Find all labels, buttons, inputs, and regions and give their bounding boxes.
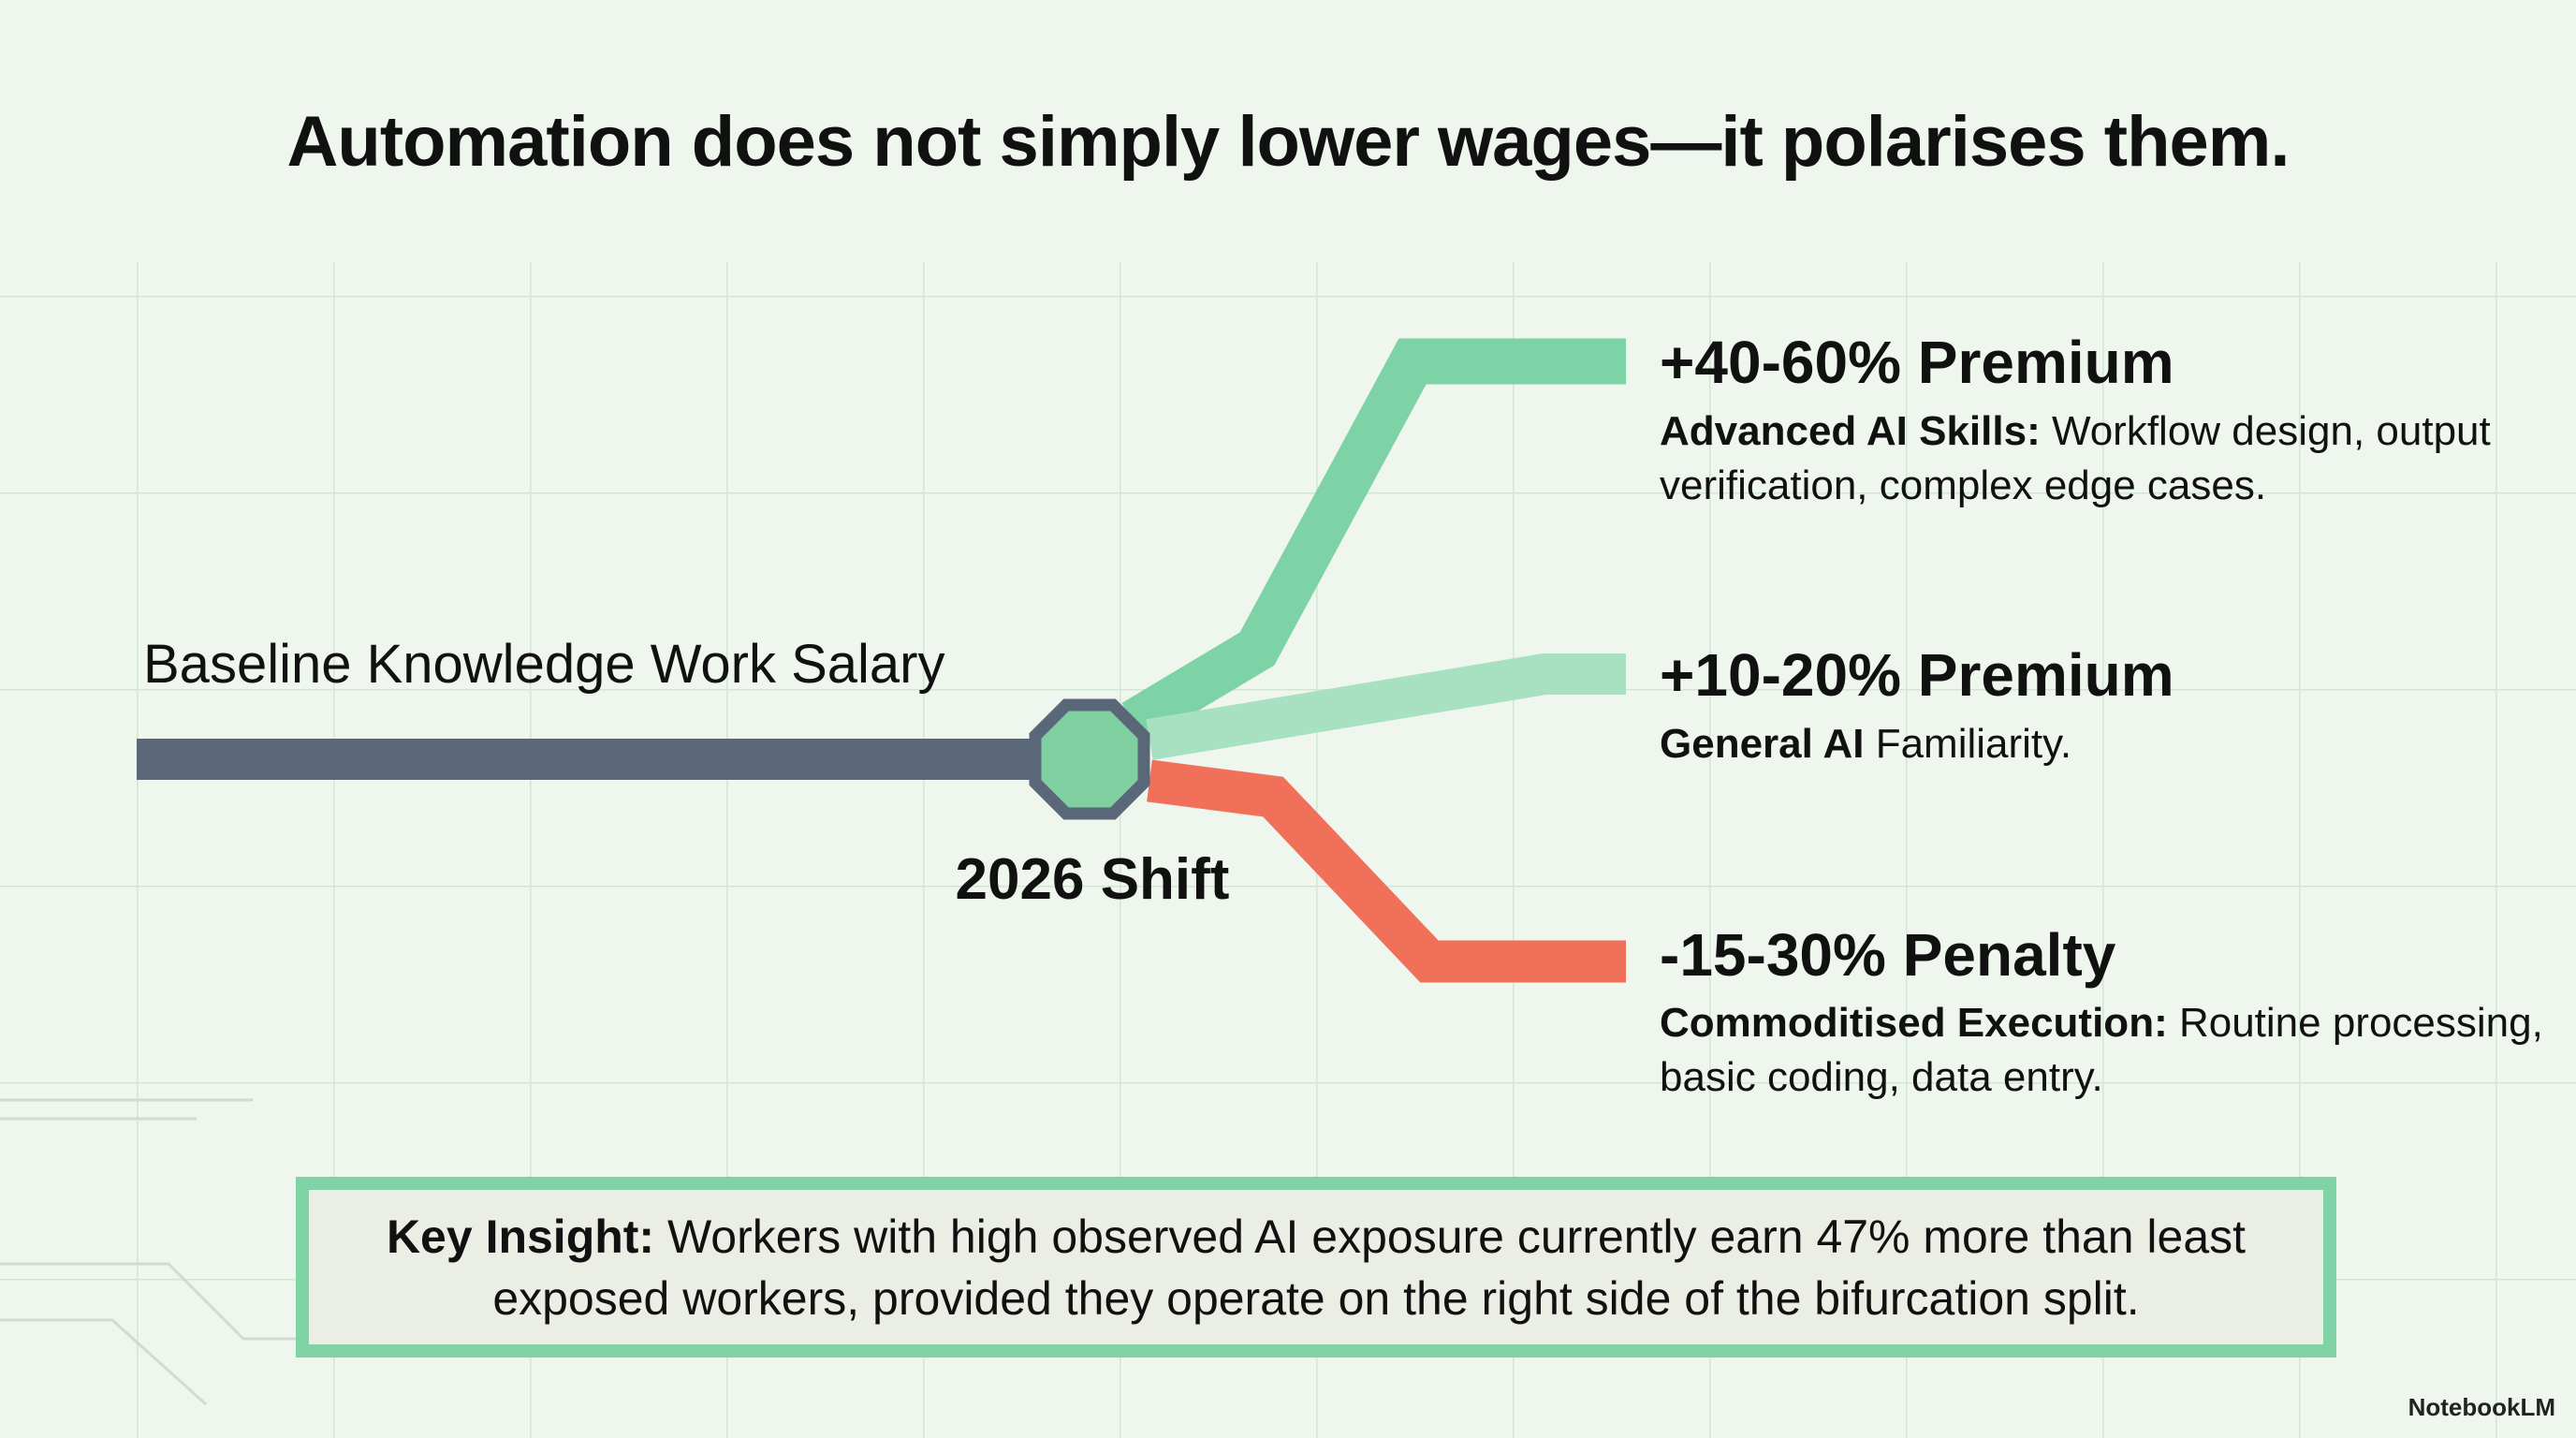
insight-text: Key Insight: Workers with high observed … bbox=[361, 1206, 2271, 1329]
branch-description: General AI Familiarity. bbox=[1660, 717, 2558, 771]
branch-description: Advanced AI Skills: Workflow design, out… bbox=[1660, 404, 2558, 513]
premium-high-path bbox=[1121, 338, 1626, 743]
branch-text: Familiarity. bbox=[1875, 721, 2072, 767]
branch-text: Workflow design, output verification, co… bbox=[1660, 408, 2491, 508]
insight-box: Key Insight: Workers with high observed … bbox=[296, 1177, 2336, 1357]
branch-bold: Advanced AI Skills: bbox=[1660, 408, 2041, 454]
insight-bold: Key Insight: bbox=[386, 1210, 655, 1263]
branch-bold: Commoditised Execution: bbox=[1660, 1000, 2168, 1046]
baseline-label: Baseline Knowledge Work Salary bbox=[143, 634, 945, 695]
title: Automation does not simply lower wages—i… bbox=[286, 102, 2291, 182]
shift-label: 2026 Shift bbox=[955, 847, 1230, 912]
insight-body: Workers with high observed AI exposure c… bbox=[492, 1210, 2247, 1325]
branch-heading: -15-30% Penalty bbox=[1660, 921, 2116, 989]
branch-heading: +10-20% Premium bbox=[1660, 641, 2174, 709]
penalty-path bbox=[1147, 759, 1626, 983]
watermark: NotebookLM bbox=[2408, 1393, 2555, 1421]
shift-node bbox=[1029, 698, 1150, 820]
branch-text: Routine processing, basic coding, data e… bbox=[1660, 1000, 2543, 1100]
branch-description: Commoditised Execution: Routine processi… bbox=[1660, 996, 2558, 1105]
premium-low-path bbox=[1146, 653, 1626, 760]
branch-heading: +40-60% Premium bbox=[1660, 329, 2174, 396]
branch-bold: General AI bbox=[1660, 721, 1865, 767]
